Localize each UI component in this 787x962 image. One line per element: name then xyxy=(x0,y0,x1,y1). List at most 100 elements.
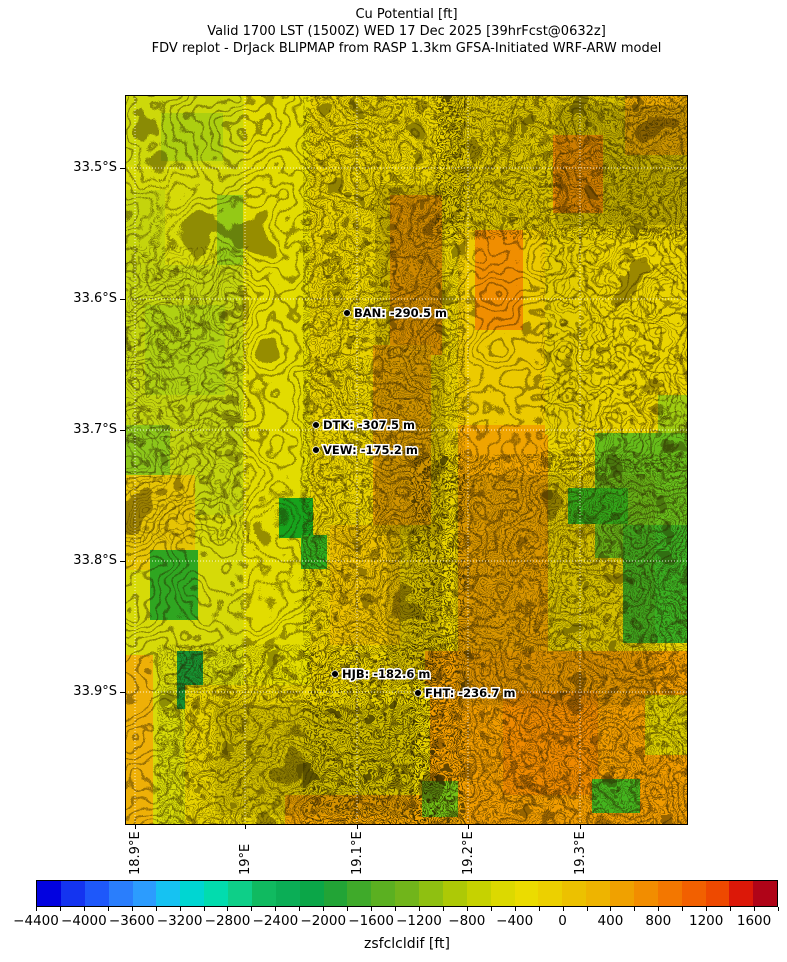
colorbar-segment xyxy=(371,881,396,906)
colorbar-tick-mark xyxy=(347,907,349,911)
station-marker-ban xyxy=(343,309,351,317)
colorbar-tick-mark xyxy=(658,907,660,911)
colorbar-segment xyxy=(251,881,276,906)
colorbar-tick-label: −1600 xyxy=(348,913,394,929)
colorbar-segment xyxy=(347,881,372,906)
colorbar-tick-label: 1200 xyxy=(689,913,724,929)
y-tick-label: 33.6°S xyxy=(73,291,117,306)
colorbar-tick-mark xyxy=(706,907,708,911)
title-block: Cu Potential [ft] Valid 1700 LST (1500Z)… xyxy=(125,6,688,57)
x-tick-mark xyxy=(357,825,358,829)
colorbar-tick-mark xyxy=(442,907,444,911)
colorbar-segment xyxy=(586,881,610,906)
colorbar-tick-mark xyxy=(490,907,492,911)
colorbar-tick-mark xyxy=(107,907,109,911)
colorbar-tick-label: −4400 xyxy=(13,913,59,929)
station-marker-vew xyxy=(312,446,320,454)
y-tick-mark xyxy=(120,692,125,693)
colorbar-segment xyxy=(610,881,634,906)
colorbar-tick-mark xyxy=(395,907,397,911)
colorbar-tick-mark xyxy=(586,907,588,911)
colorbar-tick-mark xyxy=(203,907,205,911)
colorbar-segment xyxy=(514,881,539,906)
colorbar-tick-mark xyxy=(778,907,779,911)
colorbar-tick-mark xyxy=(59,907,61,911)
station-marker-fht xyxy=(414,689,422,697)
colorbar-tick-label: −800 xyxy=(448,913,486,929)
colorbar-segment xyxy=(156,881,181,906)
colorbar-tick-mark xyxy=(251,907,253,911)
x-tick-mark xyxy=(245,825,246,829)
y-tick-label: 33.7°S xyxy=(73,422,117,437)
colorbar-tick-label: −400 xyxy=(496,913,534,929)
station-label-fht: FHT: -236.7 m xyxy=(425,686,515,700)
colorbar-segment xyxy=(323,881,348,906)
colorbar-segment xyxy=(633,881,658,906)
colorbar-tick-mark xyxy=(275,907,277,911)
station-marker-hjb xyxy=(331,670,339,678)
colorbar-tick-mark xyxy=(418,907,420,911)
map-border xyxy=(125,95,688,825)
colorbar-tick-label: −3200 xyxy=(156,913,203,929)
map-canvas: BAN: -290.5 m DTK: -307.5 m VEW: -175.2 m H… xyxy=(125,95,688,828)
station-label-hjb: HJB: -182.6 m xyxy=(342,667,430,681)
x-tick-label: 19.1°E xyxy=(350,831,365,875)
x-tick-label: 19.3°E xyxy=(573,831,588,875)
colorbar-segment xyxy=(442,881,467,906)
contour-lines-texture xyxy=(125,95,688,828)
x-tick-mark xyxy=(468,825,469,829)
colorbar-tick-mark xyxy=(466,907,468,911)
colorbar-segment xyxy=(60,881,85,906)
colorbar-tick-mark xyxy=(514,907,516,911)
colorbar-tick-label: −2000 xyxy=(300,913,347,929)
y-tick-label: 33.8°S xyxy=(73,553,117,568)
x-tick-mark xyxy=(580,825,581,829)
graticule xyxy=(125,95,688,825)
colorbar-tick-mark xyxy=(131,907,133,911)
colorbar-tick-mark xyxy=(562,907,564,911)
colorbar-segment xyxy=(490,881,515,906)
colorbar-segment xyxy=(275,881,300,906)
station-label-vew: VEW: -175.2 m xyxy=(323,443,418,457)
colorbar-segment xyxy=(228,881,252,906)
valid-time-subtitle: Valid 1700 LST (1500Z) WED 17 Dec 2025 [… xyxy=(207,24,606,39)
colorbar-segment xyxy=(562,881,587,906)
colorbar-tick-label: 400 xyxy=(597,913,624,929)
colorbar-tick-mark xyxy=(179,907,181,911)
x-tick-label: 18.9°E xyxy=(128,831,143,875)
model-source-subtitle: FDV replot - DrJack BLIPMAP from RASP 1.… xyxy=(151,41,662,56)
colorbar-segment xyxy=(419,881,443,906)
colorbar-title: zsfclcldif [ft] xyxy=(364,936,450,952)
colorbar-tick-mark xyxy=(371,907,373,911)
colorbar-segment xyxy=(466,881,491,906)
colorbar-tick-mark xyxy=(227,907,229,911)
stations-layer: BAN: -290.5 m DTK: -307.5 m VEW: -175.2 m H… xyxy=(312,305,517,702)
colorbar-segment xyxy=(681,881,706,906)
station-label-dtk: DTK: -307.5 m xyxy=(323,418,415,432)
colorbar-segment xyxy=(108,881,133,906)
colorbar-segment xyxy=(538,881,563,906)
y-tick-label: 33.5°S xyxy=(73,160,117,175)
colorbar-segment xyxy=(84,881,109,906)
colorbar-tick-label: −1200 xyxy=(396,913,442,929)
plot-title: Cu Potential [ft] xyxy=(355,7,458,22)
y-tick-mark xyxy=(120,299,125,300)
colorbar-tick-mark xyxy=(155,907,157,911)
colorbar-tick-label: 800 xyxy=(645,913,672,929)
station-label-ban: BAN: -290.5 m xyxy=(354,306,447,320)
colorbar-segment xyxy=(395,881,419,906)
colorbar-tick-label: −3600 xyxy=(108,913,155,929)
colorbar-tick-mark xyxy=(634,907,636,911)
colorbar-tick-mark xyxy=(323,907,325,911)
colorbar-tick-mark xyxy=(682,907,684,911)
colorbar-tick-label: 0 xyxy=(558,913,567,929)
colorbar-tick-mark xyxy=(730,907,732,911)
colorbar-segment xyxy=(132,881,157,906)
colorbar-tick-mark xyxy=(538,907,540,911)
colorbar-tick-label: 1600 xyxy=(736,913,772,929)
station-marker-dtk xyxy=(312,421,320,429)
colorbar-segment xyxy=(729,881,754,906)
colorbar xyxy=(36,880,778,907)
colorbar-segment xyxy=(299,881,324,906)
